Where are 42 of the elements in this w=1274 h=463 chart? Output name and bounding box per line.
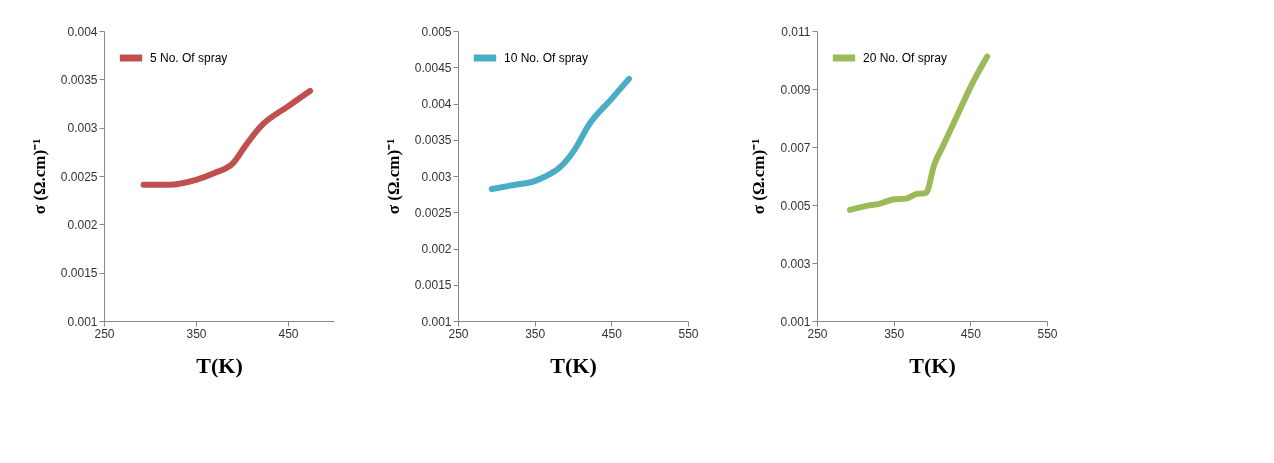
y-tick-label: 0.007 <box>780 140 811 155</box>
y-tick-label: 0.004 <box>421 97 452 111</box>
x-tick-label: 350 <box>186 326 207 341</box>
x-tick-label: 550 <box>678 326 699 341</box>
y-tick-label: 0.0015 <box>414 278 452 293</box>
y-tick-label: 0.002 <box>421 242 452 256</box>
y-tick-label: 0.0015 <box>60 266 98 281</box>
y-tick-label: 0.011 <box>781 24 811 39</box>
y-tick-label: 0.003 <box>780 256 811 271</box>
y-tick-label: 0.009 <box>780 82 811 97</box>
y-axis-title: σ (Ω.cm)⁻¹ <box>749 138 769 215</box>
x-tick-label: 250 <box>94 326 115 341</box>
x-axis-title: T(K) <box>550 352 597 378</box>
legend-label: 20 No. Of spray <box>863 51 948 65</box>
y-tick-label: 0.004 <box>67 24 98 39</box>
x-axis-title: T(K) <box>196 352 243 378</box>
x-tick-label: 350 <box>884 326 905 341</box>
y-tick-label: 0.0035 <box>60 72 98 87</box>
x-tick-label: 250 <box>448 326 469 341</box>
y-tick-label: 0.001 <box>421 314 452 329</box>
x-tick-label: 450 <box>601 326 623 341</box>
y-tick-label: 0.002 <box>67 217 98 232</box>
x-tick-label: 550 <box>1037 326 1058 341</box>
y-tick-label: 0.0025 <box>60 169 98 184</box>
y-tick-label: 0.001 <box>67 314 98 329</box>
legend-label: 5 No. Of spray <box>150 51 228 65</box>
y-tick-label: 0.003 <box>67 121 98 136</box>
y-tick-label: 0.005 <box>780 198 811 213</box>
y-tick-label: 0.0045 <box>414 60 452 75</box>
y-tick-label: 0.003 <box>421 169 452 184</box>
y-axis-title: σ (Ω.cm)⁻¹ <box>383 138 403 215</box>
x-axis-title: T(K) <box>909 352 956 378</box>
legend-label: 10 No. Of spray <box>504 51 589 65</box>
y-tick-label: 0.0025 <box>414 205 452 220</box>
y-tick-label: 0.0035 <box>414 133 452 148</box>
x-tick-label: 450 <box>960 326 982 341</box>
y-tick-label: 0.001 <box>780 314 811 329</box>
x-tick-label: 350 <box>525 326 546 341</box>
y-axis-title: σ (Ω.cm)⁻¹ <box>29 138 49 215</box>
x-tick-label: 450 <box>278 326 299 341</box>
y-tick-label: 0.005 <box>421 24 452 39</box>
x-tick-label: 250 <box>807 326 828 341</box>
